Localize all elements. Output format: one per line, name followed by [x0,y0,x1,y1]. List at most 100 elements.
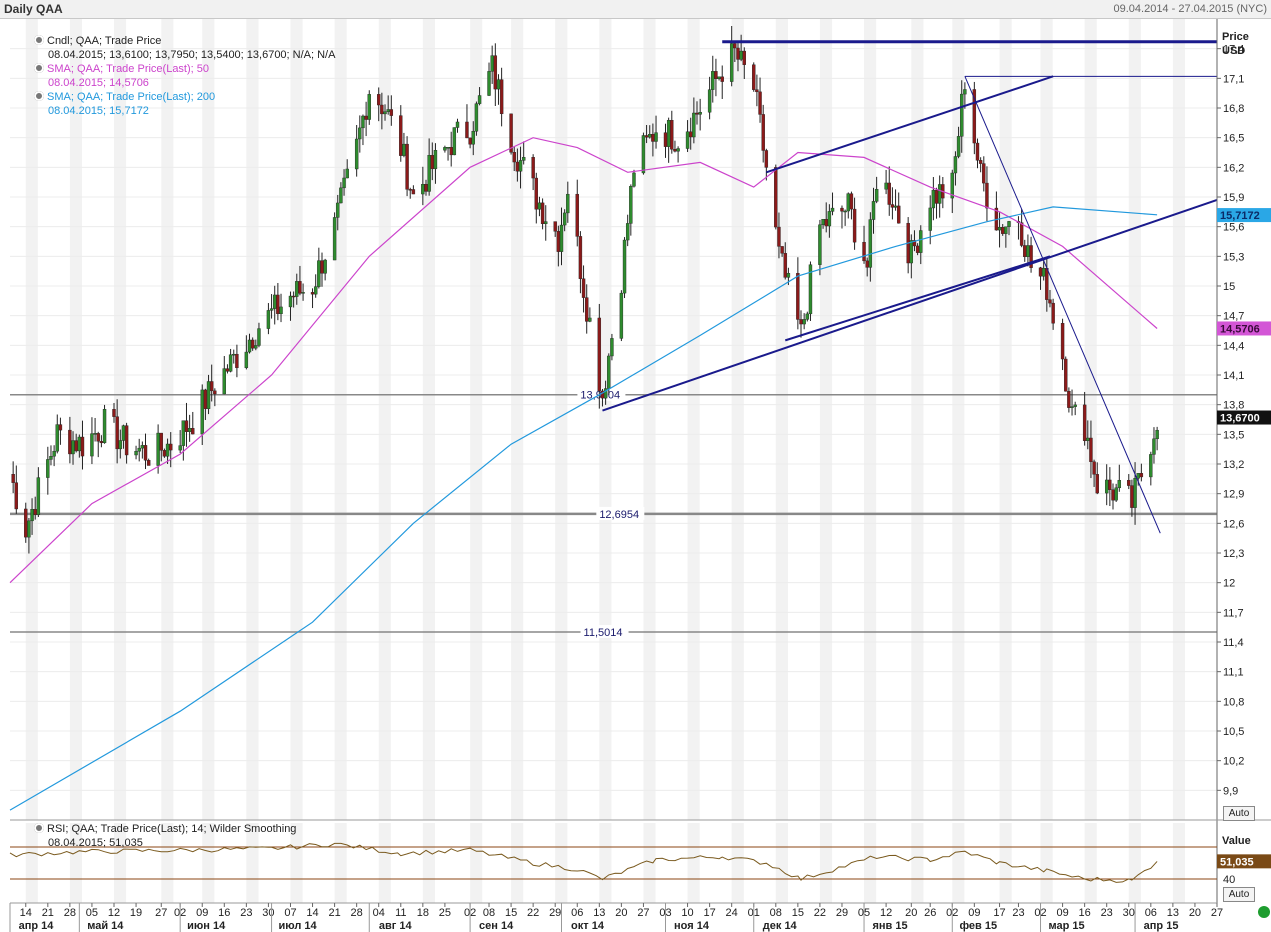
candle-up[interactable] [588,317,592,322]
candle-up[interactable] [607,355,611,389]
candle-up[interactable] [121,425,126,441]
candle-down[interactable] [298,281,302,294]
candle-up[interactable] [342,177,346,189]
series-icon[interactable] [34,63,44,73]
candle-down[interactable] [695,112,699,115]
candle-down[interactable] [424,184,428,192]
candle-up[interactable] [622,239,627,294]
candle-up[interactable] [518,160,523,172]
candle-up[interactable] [496,79,501,90]
candle-up[interactable] [641,135,646,174]
candle-up[interactable] [336,202,340,218]
candle-down[interactable] [250,339,255,349]
candle-up[interactable] [1155,429,1159,440]
candle-up[interactable] [140,445,145,449]
candle-up[interactable] [332,217,337,261]
candle-up[interactable] [1152,438,1156,455]
candle-down[interactable] [169,443,173,451]
candle-up[interactable] [666,120,671,147]
candle-up[interactable] [49,456,53,460]
candle-down[interactable] [162,450,167,457]
candle-up[interactable] [27,520,31,538]
trendline[interactable] [766,75,1054,174]
candle-up[interactable] [52,450,56,457]
candle-down[interactable] [184,420,189,432]
candle-up[interactable] [266,310,271,329]
candle-down[interactable] [578,236,583,279]
candle-up[interactable] [288,295,293,308]
candle-up[interactable] [156,432,160,466]
candle-up[interactable] [808,264,813,315]
candle-up[interactable] [729,43,734,82]
candle-up[interactable] [919,230,923,253]
candle-down[interactable] [449,147,453,156]
candle-up[interactable] [90,433,94,457]
candle-down[interactable] [320,260,324,274]
candle-down[interactable] [408,189,412,191]
candle-up[interactable] [884,182,888,190]
candle-down[interactable] [74,440,78,452]
candle-down[interactable] [1082,404,1087,441]
candle-up[interactable] [433,150,438,170]
candle-down[interactable] [411,189,416,195]
candle-up[interactable] [786,273,791,278]
candle-up[interactable] [222,368,226,395]
candle-up[interactable] [544,221,548,225]
candle-down[interactable] [887,182,891,205]
candle-up[interactable] [893,205,898,208]
candle-down[interactable] [1139,473,1144,478]
candle-down[interactable] [146,460,151,466]
candle-down[interactable] [430,155,434,170]
candle-down[interactable] [465,121,469,139]
candle-up[interactable] [603,388,608,399]
candle-down[interactable] [99,441,104,444]
candle-up[interactable] [247,339,252,353]
candle-up[interactable] [1070,406,1074,408]
candle-up[interactable] [802,319,806,325]
candle-down[interactable] [58,424,63,431]
candle-up[interactable] [559,224,564,252]
candle-up[interactable] [871,201,876,220]
candle-up[interactable] [313,286,318,295]
candle-down[interactable] [752,64,756,90]
candle-down[interactable] [915,245,920,253]
candle-down[interactable] [1001,226,1005,234]
candle-down[interactable] [673,149,677,152]
candle-up[interactable] [490,55,494,72]
candle-down[interactable] [80,436,85,457]
candle-down[interactable] [774,167,778,228]
candle-down[interactable] [159,432,163,451]
candle-down[interactable] [14,482,19,510]
candle-down[interactable] [1051,302,1055,324]
candle-down[interactable] [389,109,394,116]
candle-down[interactable] [975,142,980,161]
trendline[interactable] [602,199,1218,412]
candle-down[interactable] [235,353,239,369]
candle-up[interactable] [685,131,690,149]
candle-up[interactable] [257,328,261,346]
candle-up[interactable] [827,211,832,227]
candle-up[interactable] [487,71,491,96]
candle-down[interactable] [720,76,724,82]
candle-up[interactable] [537,202,542,210]
candle-down[interactable] [405,143,409,190]
candle-up[interactable] [692,112,696,138]
candle-down[interactable] [213,390,217,395]
trendline[interactable] [784,255,1051,342]
candle-down[interactable] [890,204,895,208]
candle-up[interactable] [960,93,964,137]
candle-up[interactable] [654,132,658,142]
candle-down[interactable] [143,445,148,461]
candle-down[interactable] [581,278,586,298]
candle-down[interactable] [742,50,746,65]
candle-down[interactable] [1060,323,1065,360]
candle-up[interactable] [1136,473,1140,479]
candle-up[interactable] [273,294,277,309]
candle-down[interactable] [310,292,315,295]
candle-up[interactable] [367,94,371,120]
candle-up[interactable] [474,103,479,132]
candle-down[interactable] [575,193,579,237]
price-auto-button[interactable]: Auto [1223,806,1255,821]
candle-down[interactable] [553,221,557,232]
